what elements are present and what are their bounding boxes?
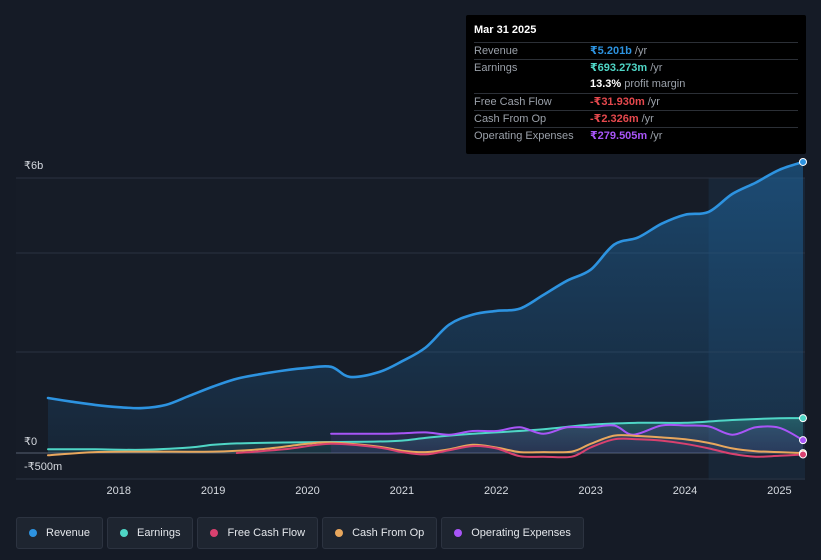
revenue-line [46,160,805,410]
earnings-endpoint [799,414,807,423]
legend-dot-icon [120,529,129,537]
legend-item-earnings[interactable]: Earnings [107,517,194,549]
y-axis-labels: ₹6b ₹0 -₹500m [24,160,62,473]
x-tick-label: 2018 [107,485,131,497]
y-tick-label: -₹500m [24,461,62,473]
tooltip-row-earnings: Earnings ₹693.273m /yr [474,59,798,76]
operating-expenses-line [330,423,804,442]
x-tick-label: 2019 [201,485,225,497]
x-tick-label: 2024 [673,485,697,497]
x-tick-label: 2020 [295,485,319,497]
free-cash-flow-line [235,437,804,459]
legend-item-operating-expenses[interactable]: Operating Expenses [441,517,584,549]
revenue-area [48,162,803,453]
x-tick-label: 2023 [578,485,602,497]
series-endpoints [799,157,807,459]
legend-item-revenue[interactable]: Revenue [16,517,104,549]
operating-expenses-endpoint [799,436,807,445]
tooltip-row-cash-from-op: Cash From Op -₹2.326m /yr [474,110,798,127]
revenue-endpoint [799,157,807,166]
tooltip-date: Mar 31 2025 [474,24,537,36]
x-tick-label: 2022 [484,485,508,497]
y-tick-label: ₹0 [24,436,37,448]
tooltip-row-free-cash-flow: Free Cash Flow -₹31.930m /yr [474,93,798,110]
legend-dot-icon [29,529,37,537]
tooltip-panel: Mar 31 2025 Revenue ₹5.201b /yr Earnings… [466,15,806,154]
earnings-line [47,417,804,451]
chart-legend: Revenue Earnings Free Cash Flow Cash Fro… [16,517,584,549]
x-axis-labels: 2018 2019 2020 2021 2022 2023 2024 2025 [107,485,792,497]
legend-dot-icon [335,529,344,537]
cash-from-op-line [47,434,804,457]
financial-chart: ₹6b ₹0 -₹500m 2018 2019 2020 2021 2022 2023 2024… [16,157,807,497]
legend-dot-icon [454,529,463,537]
legend-item-cash-from-op[interactable]: Cash From Op [322,517,438,549]
y-tick-label: ₹6b [24,160,43,172]
x-tick-label: 2025 [767,485,791,497]
series-lines [46,160,805,459]
operating-expenses-area [331,424,803,453]
legend-item-free-cash-flow[interactable]: Free Cash Flow [197,517,319,549]
tooltip-row-operating-expenses: Operating Expenses ₹279.505m /yr [474,127,798,144]
tooltip-row-profit-margin: 13.3% profit margin [590,78,686,90]
free-cash-flow-endpoint [799,450,807,459]
x-tick-label: 2021 [390,485,414,497]
legend-dot-icon [210,529,219,537]
tooltip-row-revenue: Revenue ₹5.201b /yr [474,42,798,59]
